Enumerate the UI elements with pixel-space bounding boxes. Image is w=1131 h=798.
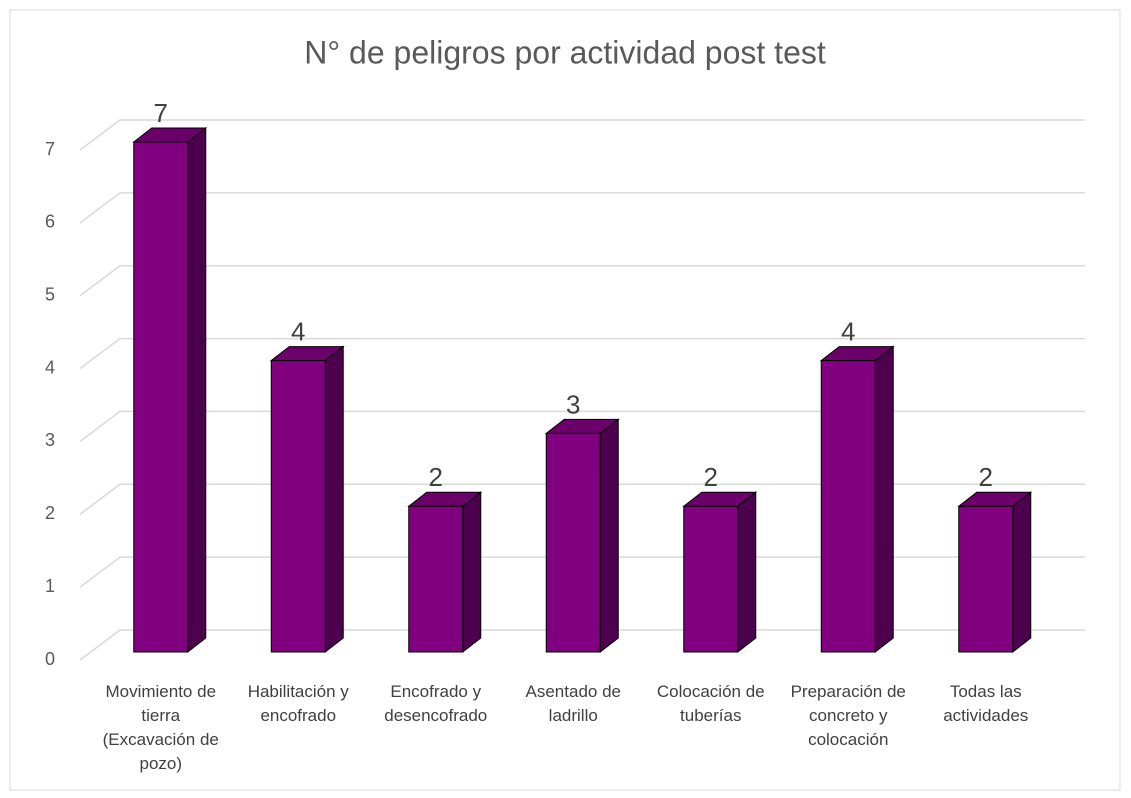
bar-side [462, 491, 482, 654]
value-label: 4 [841, 316, 855, 346]
x-tick-label: Habilitación y encofrado [247, 682, 349, 725]
bar [133, 141, 189, 653]
value-label: 3 [566, 389, 580, 419]
bar-side [187, 126, 207, 654]
y-tick-label: 4 [45, 357, 55, 377]
y-tick-label: 3 [45, 430, 55, 450]
y-tick-label: 0 [45, 649, 55, 669]
bar-side [737, 491, 757, 654]
grid-line [79, 483, 1085, 515]
bar-side [324, 345, 344, 654]
x-tick-label: Encofrado y desencofrado [384, 682, 488, 725]
bar [958, 505, 1014, 653]
value-label: 4 [291, 316, 305, 346]
y-tick-label: 1 [45, 576, 55, 596]
chart-title: N° de peligros por actividad post test [304, 34, 826, 70]
bar [270, 360, 326, 653]
grid-line [79, 410, 1085, 443]
value-label: 7 [154, 98, 168, 128]
value-label: 2 [429, 462, 443, 492]
x-tick-label: Asentado de ladrillo [525, 682, 621, 725]
bar [408, 505, 464, 653]
grid-line [79, 192, 1085, 224]
bar [820, 360, 876, 653]
x-tick-label: Movimiento de tierra (Excavación de pozo… [102, 682, 219, 773]
bar [545, 432, 601, 653]
value-label: 2 [704, 462, 718, 492]
grid-line [79, 629, 1085, 661]
bar-side [1012, 491, 1032, 654]
bar-side [599, 418, 619, 654]
y-tick-label: 5 [45, 284, 55, 304]
grid-line [79, 337, 1085, 370]
grid-line [79, 264, 1085, 297]
y-tick-label: 6 [45, 212, 55, 232]
x-tick-label: Todas las actividades [943, 682, 1029, 725]
value-label: 2 [979, 462, 993, 492]
x-tick-label: Colocación de tuberías [656, 682, 765, 725]
x-tick-label: Preparación de concreto y colocación [790, 682, 906, 749]
bar-side [874, 345, 894, 654]
grid-line [79, 556, 1085, 588]
bar [683, 505, 739, 653]
y-tick-label: 7 [45, 139, 55, 159]
y-tick-label: 2 [45, 503, 55, 523]
chart-border [9, 9, 1121, 791]
grid-line [79, 119, 1085, 151]
